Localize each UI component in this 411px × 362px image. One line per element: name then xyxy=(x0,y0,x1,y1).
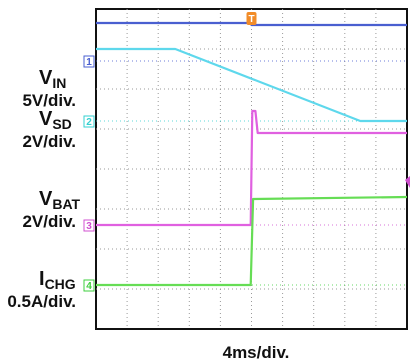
channel-scale-2: 2V/div. xyxy=(22,132,76,151)
channel-name-subscript: SD xyxy=(52,116,71,132)
channel-scale-3: 2V/div. xyxy=(22,212,76,231)
channel-scale-1: 5V/div. xyxy=(22,91,76,110)
channel-marker-number: 1 xyxy=(86,57,92,68)
offscreen-marker xyxy=(405,176,410,188)
channel-markers: 1 2 3 4 T xyxy=(83,12,410,292)
trigger-marker-box xyxy=(246,12,257,25)
channel-name-subscript: CHG xyxy=(45,276,76,292)
channel-marker-box xyxy=(83,115,95,128)
channel-marker-1: 1 xyxy=(83,55,95,68)
channel-name-subscript: IN xyxy=(52,75,66,91)
channel-marker-number: 4 xyxy=(86,281,92,292)
channel-marker-box xyxy=(83,219,95,232)
channel-name-1: VIN xyxy=(39,67,66,91)
channel-marker-box xyxy=(83,279,95,292)
channel-name-3: VBAT xyxy=(39,188,81,212)
trigger-marker: T xyxy=(246,12,257,25)
channel-marker-box xyxy=(83,55,95,68)
channel-marker-number: 3 xyxy=(86,221,92,232)
channel-name-2: VSD xyxy=(39,108,72,132)
channel-name-4: ICHG xyxy=(39,268,76,292)
channel-marker-4: 4 xyxy=(83,279,95,292)
trace-channel-4 xyxy=(96,195,408,287)
channel-marker-number: 2 xyxy=(86,117,92,128)
trace-channel-2 xyxy=(96,47,407,123)
channel-labels: VIN5V/div.VSD2V/div.VBAT2V/div.ICHG0.5A/… xyxy=(7,67,80,311)
x-axis-label: 4ms/div. xyxy=(223,343,290,362)
channel-marker-3: 3 xyxy=(83,219,95,232)
trace-channel-3 xyxy=(96,109,407,227)
channel-name-subscript: BAT xyxy=(52,196,80,212)
channel-marker-2: 2 xyxy=(83,115,95,128)
channel-scale-4: 0.5A/div. xyxy=(7,292,76,311)
trigger-marker-label: T xyxy=(248,14,254,25)
